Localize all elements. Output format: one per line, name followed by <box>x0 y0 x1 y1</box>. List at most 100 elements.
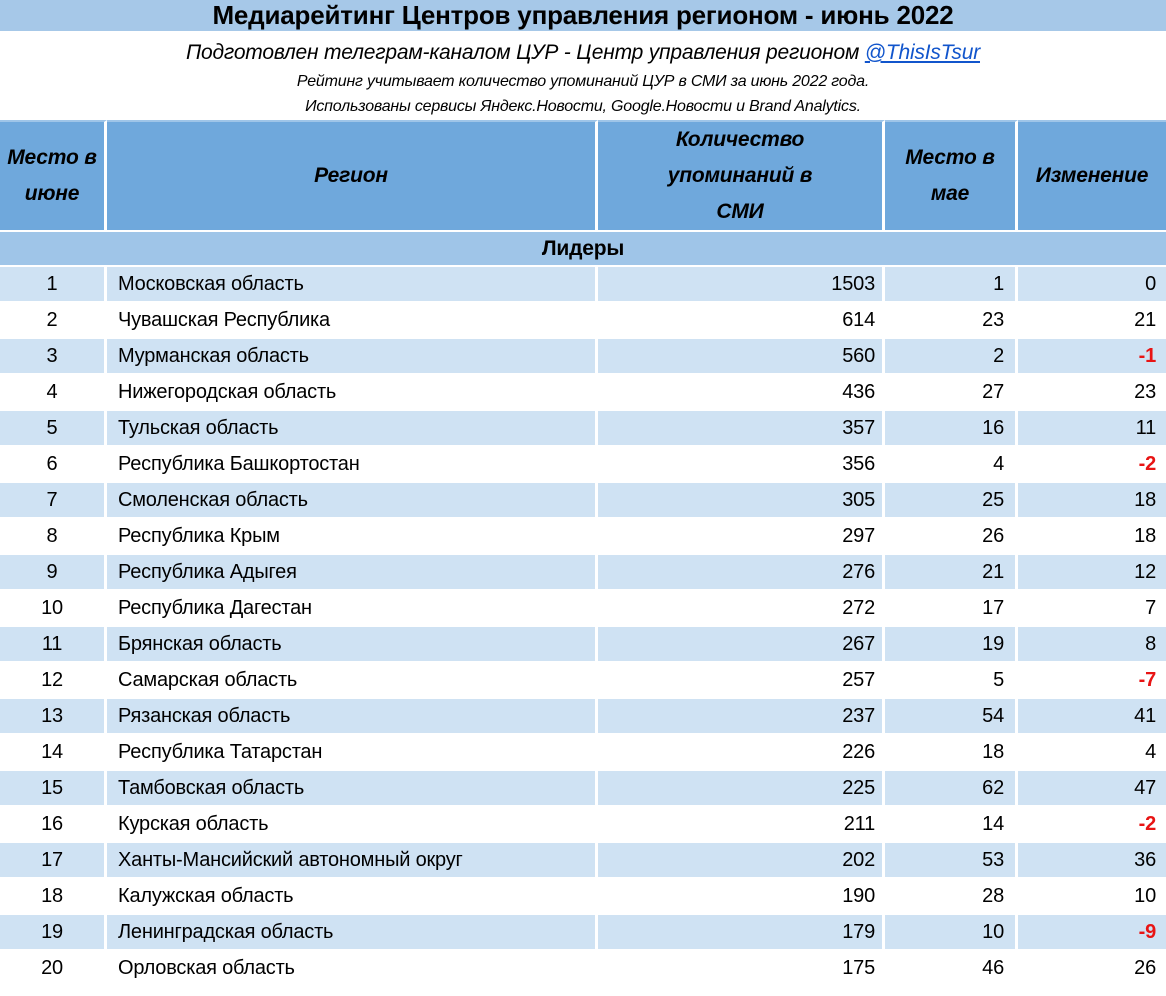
cell-place-june: 7 <box>0 483 107 519</box>
cell-place-june: 16 <box>0 807 107 843</box>
cell-place-june: 9 <box>0 555 107 591</box>
cell-region-name: Смоленская область <box>107 483 598 519</box>
column-header-mentions: Количество упоминаний в СМИ <box>598 120 885 232</box>
cell-change: 18 <box>1018 519 1166 555</box>
cell-region-name: Республика Башкортостан <box>107 447 598 483</box>
cell-place-may: 21 <box>885 555 1018 591</box>
cell-region-name: Орловская область <box>107 951 598 987</box>
cell-region-name: Курская область <box>107 807 598 843</box>
cell-place-june: 12 <box>0 663 107 699</box>
cell-region-name: Калужская область <box>107 879 598 915</box>
cell-change: -7 <box>1018 663 1166 699</box>
table-row: 20 Орловская область 175 46 26 <box>0 951 1166 987</box>
cell-region-name: Ханты-Мансийский автономный округ <box>107 843 598 879</box>
cell-mentions-count: 436 <box>598 375 885 411</box>
section-label: Лидеры <box>0 232 1166 267</box>
cell-change: 18 <box>1018 483 1166 519</box>
cell-region-name: Тульская область <box>107 411 598 447</box>
cell-place-june: 10 <box>0 591 107 627</box>
table-row: 12 Самарская область 257 5 -7 <box>0 663 1166 699</box>
table-row: 7 Смоленская область 305 25 18 <box>0 483 1166 519</box>
table-row: 14 Республика Татарстан 226 18 4 <box>0 735 1166 771</box>
cell-change: 23 <box>1018 375 1166 411</box>
cell-mentions-count: 211 <box>598 807 885 843</box>
cell-place-june: 17 <box>0 843 107 879</box>
table-row: 16 Курская область 211 14 -2 <box>0 807 1166 843</box>
cell-place-may: 23 <box>885 303 1018 339</box>
table-row: 3 Мурманская область 560 2 -1 <box>0 339 1166 375</box>
cell-region-name: Московская область <box>107 267 598 303</box>
cell-place-may: 4 <box>885 447 1018 483</box>
cell-place-may: 17 <box>885 591 1018 627</box>
cell-region-name: Тамбовская область <box>107 771 598 807</box>
cell-mentions-count: 1503 <box>598 267 885 303</box>
table-header: Место в июне Регион Количество упоминани… <box>0 120 1166 232</box>
cell-mentions-count: 356 <box>598 447 885 483</box>
table-row: 9 Республика Адыгея 276 21 12 <box>0 555 1166 591</box>
cell-mentions-count: 257 <box>598 663 885 699</box>
cell-mentions-count: 560 <box>598 339 885 375</box>
table-row: 19 Ленинградская область 179 10 -9 <box>0 915 1166 951</box>
cell-place-june: 19 <box>0 915 107 951</box>
cell-mentions-count: 297 <box>598 519 885 555</box>
rating-table: Место в июне Регион Количество упоминани… <box>0 120 1166 987</box>
cell-change: -2 <box>1018 447 1166 483</box>
cell-change: 12 <box>1018 555 1166 591</box>
cell-place-june: 13 <box>0 699 107 735</box>
table-row: 10 Республика Дагестан 272 17 7 <box>0 591 1166 627</box>
cell-place-june: 5 <box>0 411 107 447</box>
cell-region-name: Республика Адыгея <box>107 555 598 591</box>
cell-place-may: 62 <box>885 771 1018 807</box>
cell-change: -9 <box>1018 915 1166 951</box>
title-band: Медиарейтинг Центров управления регионом… <box>0 0 1166 31</box>
section-row-leaders: Лидеры <box>0 232 1166 267</box>
cell-place-may: 16 <box>885 411 1018 447</box>
table-row: 6 Республика Башкортостан 356 4 -2 <box>0 447 1166 483</box>
table-row: 11 Брянская область 267 19 8 <box>0 627 1166 663</box>
cell-mentions-count: 272 <box>598 591 885 627</box>
page-title: Медиарейтинг Центров управления регионом… <box>212 0 954 30</box>
cell-mentions-count: 276 <box>598 555 885 591</box>
cell-place-may: 27 <box>885 375 1018 411</box>
cell-region-name: Республика Крым <box>107 519 598 555</box>
cell-region-name: Нижегородская область <box>107 375 598 411</box>
cell-region-name: Ленинградская область <box>107 915 598 951</box>
cell-place-june: 11 <box>0 627 107 663</box>
column-header-change: Изменение <box>1018 120 1166 232</box>
cell-place-june: 8 <box>0 519 107 555</box>
cell-change: 26 <box>1018 951 1166 987</box>
cell-mentions-count: 614 <box>598 303 885 339</box>
cell-region-name: Республика Татарстан <box>107 735 598 771</box>
cell-change: -1 <box>1018 339 1166 375</box>
cell-place-may: 53 <box>885 843 1018 879</box>
cell-change: 41 <box>1018 699 1166 735</box>
cell-place-june: 14 <box>0 735 107 771</box>
column-header-place-june: Место в июне <box>0 120 107 232</box>
cell-change: 11 <box>1018 411 1166 447</box>
cell-place-may: 19 <box>885 627 1018 663</box>
cell-place-may: 1 <box>885 267 1018 303</box>
cell-place-may: 54 <box>885 699 1018 735</box>
cell-change: 36 <box>1018 843 1166 879</box>
cell-place-may: 10 <box>885 915 1018 951</box>
section-body: Лидеры <box>0 232 1166 267</box>
column-header-place-may: Место в мае <box>885 120 1018 232</box>
table-row: 8 Республика Крым 297 26 18 <box>0 519 1166 555</box>
cell-place-may: 18 <box>885 735 1018 771</box>
cell-mentions-count: 179 <box>598 915 885 951</box>
cell-region-name: Чувашская Республика <box>107 303 598 339</box>
cell-place-june: 15 <box>0 771 107 807</box>
table-row: 13 Рязанская область 237 54 41 <box>0 699 1166 735</box>
note-line-services: Использованы сервисы Яндекс.Новости, Goo… <box>305 98 861 115</box>
cell-change: 0 <box>1018 267 1166 303</box>
telegram-channel-link[interactable]: @ThisIsTsur <box>864 41 980 64</box>
table-row: 17 Ханты-Мансийский автономный округ 202 53… <box>0 843 1166 879</box>
cell-change: -2 <box>1018 807 1166 843</box>
table-row: 1 Московская область 1503 1 0 <box>0 267 1166 303</box>
cell-place-may: 26 <box>885 519 1018 555</box>
cell-mentions-count: 305 <box>598 483 885 519</box>
table-row: 15 Тамбовская область 225 62 47 <box>0 771 1166 807</box>
cell-mentions-count: 202 <box>598 843 885 879</box>
cell-change: 10 <box>1018 879 1166 915</box>
cell-change: 4 <box>1018 735 1166 771</box>
